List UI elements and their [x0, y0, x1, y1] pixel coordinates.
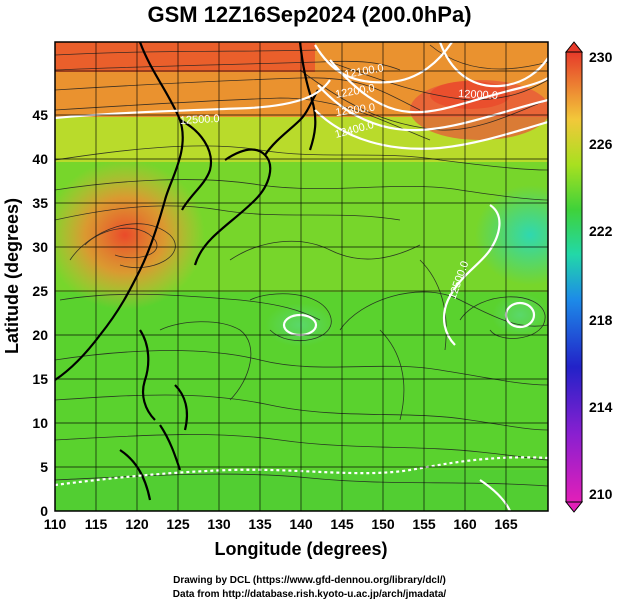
x-tick-label: 160 [453, 516, 477, 532]
colorbar-bottom-arrow [564, 501, 584, 513]
x-tick-label: 165 [494, 516, 518, 532]
y-tick-label: 0 [40, 503, 48, 519]
y-tick-label: 25 [32, 283, 48, 299]
y-tick-label: 5 [40, 459, 48, 475]
x-tick-label: 115 [85, 516, 108, 532]
colorbar-tick-label: 226 [589, 136, 613, 152]
colorbar-tick-label: 210 [589, 486, 613, 502]
y-tick-label: 45 [32, 107, 48, 123]
grid-lines [55, 42, 548, 511]
contour-label: 12500.0 [180, 113, 220, 127]
colorbar: 210 214 218 222 226 230 [564, 41, 613, 513]
credit-data-source: Data from http://database.rish.kyoto-u.a… [172, 589, 447, 600]
contour-label: 12300.0 [335, 102, 376, 119]
x-tick-label: 110 [44, 516, 67, 532]
credit-drawing: Drawing by DCL (https://www.gfd-dennou.o… [173, 575, 446, 586]
coastlines [55, 42, 319, 501]
colorbar-tick-label: 214 [589, 399, 613, 415]
x-tick-label: 155 [412, 516, 436, 532]
x-axis: 110 115 120 125 130 135 140 145 150 155 … [44, 516, 518, 532]
colorbar-tick-label: 218 [589, 312, 613, 328]
y-tick-label: 30 [32, 239, 48, 255]
colorbar-tick-label: 222 [589, 223, 613, 239]
contour-label: 12000.0 [458, 88, 498, 102]
y-tick-label: 10 [32, 415, 48, 431]
y-tick-label: 15 [32, 371, 48, 387]
x-tick-label: 145 [330, 516, 354, 532]
x-tick-label: 120 [125, 516, 149, 532]
y-tick-label: 40 [32, 151, 48, 167]
x-tick-label: 125 [166, 516, 190, 532]
x-tick-label: 135 [248, 516, 272, 532]
colorbar-scale [565, 51, 583, 503]
x-tick-label: 150 [371, 516, 395, 532]
x-tick-label: 140 [289, 516, 313, 532]
height-contours [55, 42, 548, 511]
y-axis: 0 5 10 15 20 25 30 35 40 45 [32, 107, 48, 519]
plot-frame [54, 41, 549, 512]
y-tick-label: 35 [32, 195, 48, 211]
colorbar-top-arrow [564, 41, 584, 53]
colorbar-tick-label: 230 [589, 49, 613, 65]
y-tick-label: 20 [32, 327, 48, 343]
x-axis-label: Longitude (degrees) [214, 539, 387, 559]
y-axis-label: Latitude (degrees) [2, 198, 22, 354]
map-title: GSM 12Z16Sep2024 (200.0hPa) [147, 2, 472, 27]
streamlines [55, 44, 548, 487]
x-tick-label: 130 [207, 516, 231, 532]
